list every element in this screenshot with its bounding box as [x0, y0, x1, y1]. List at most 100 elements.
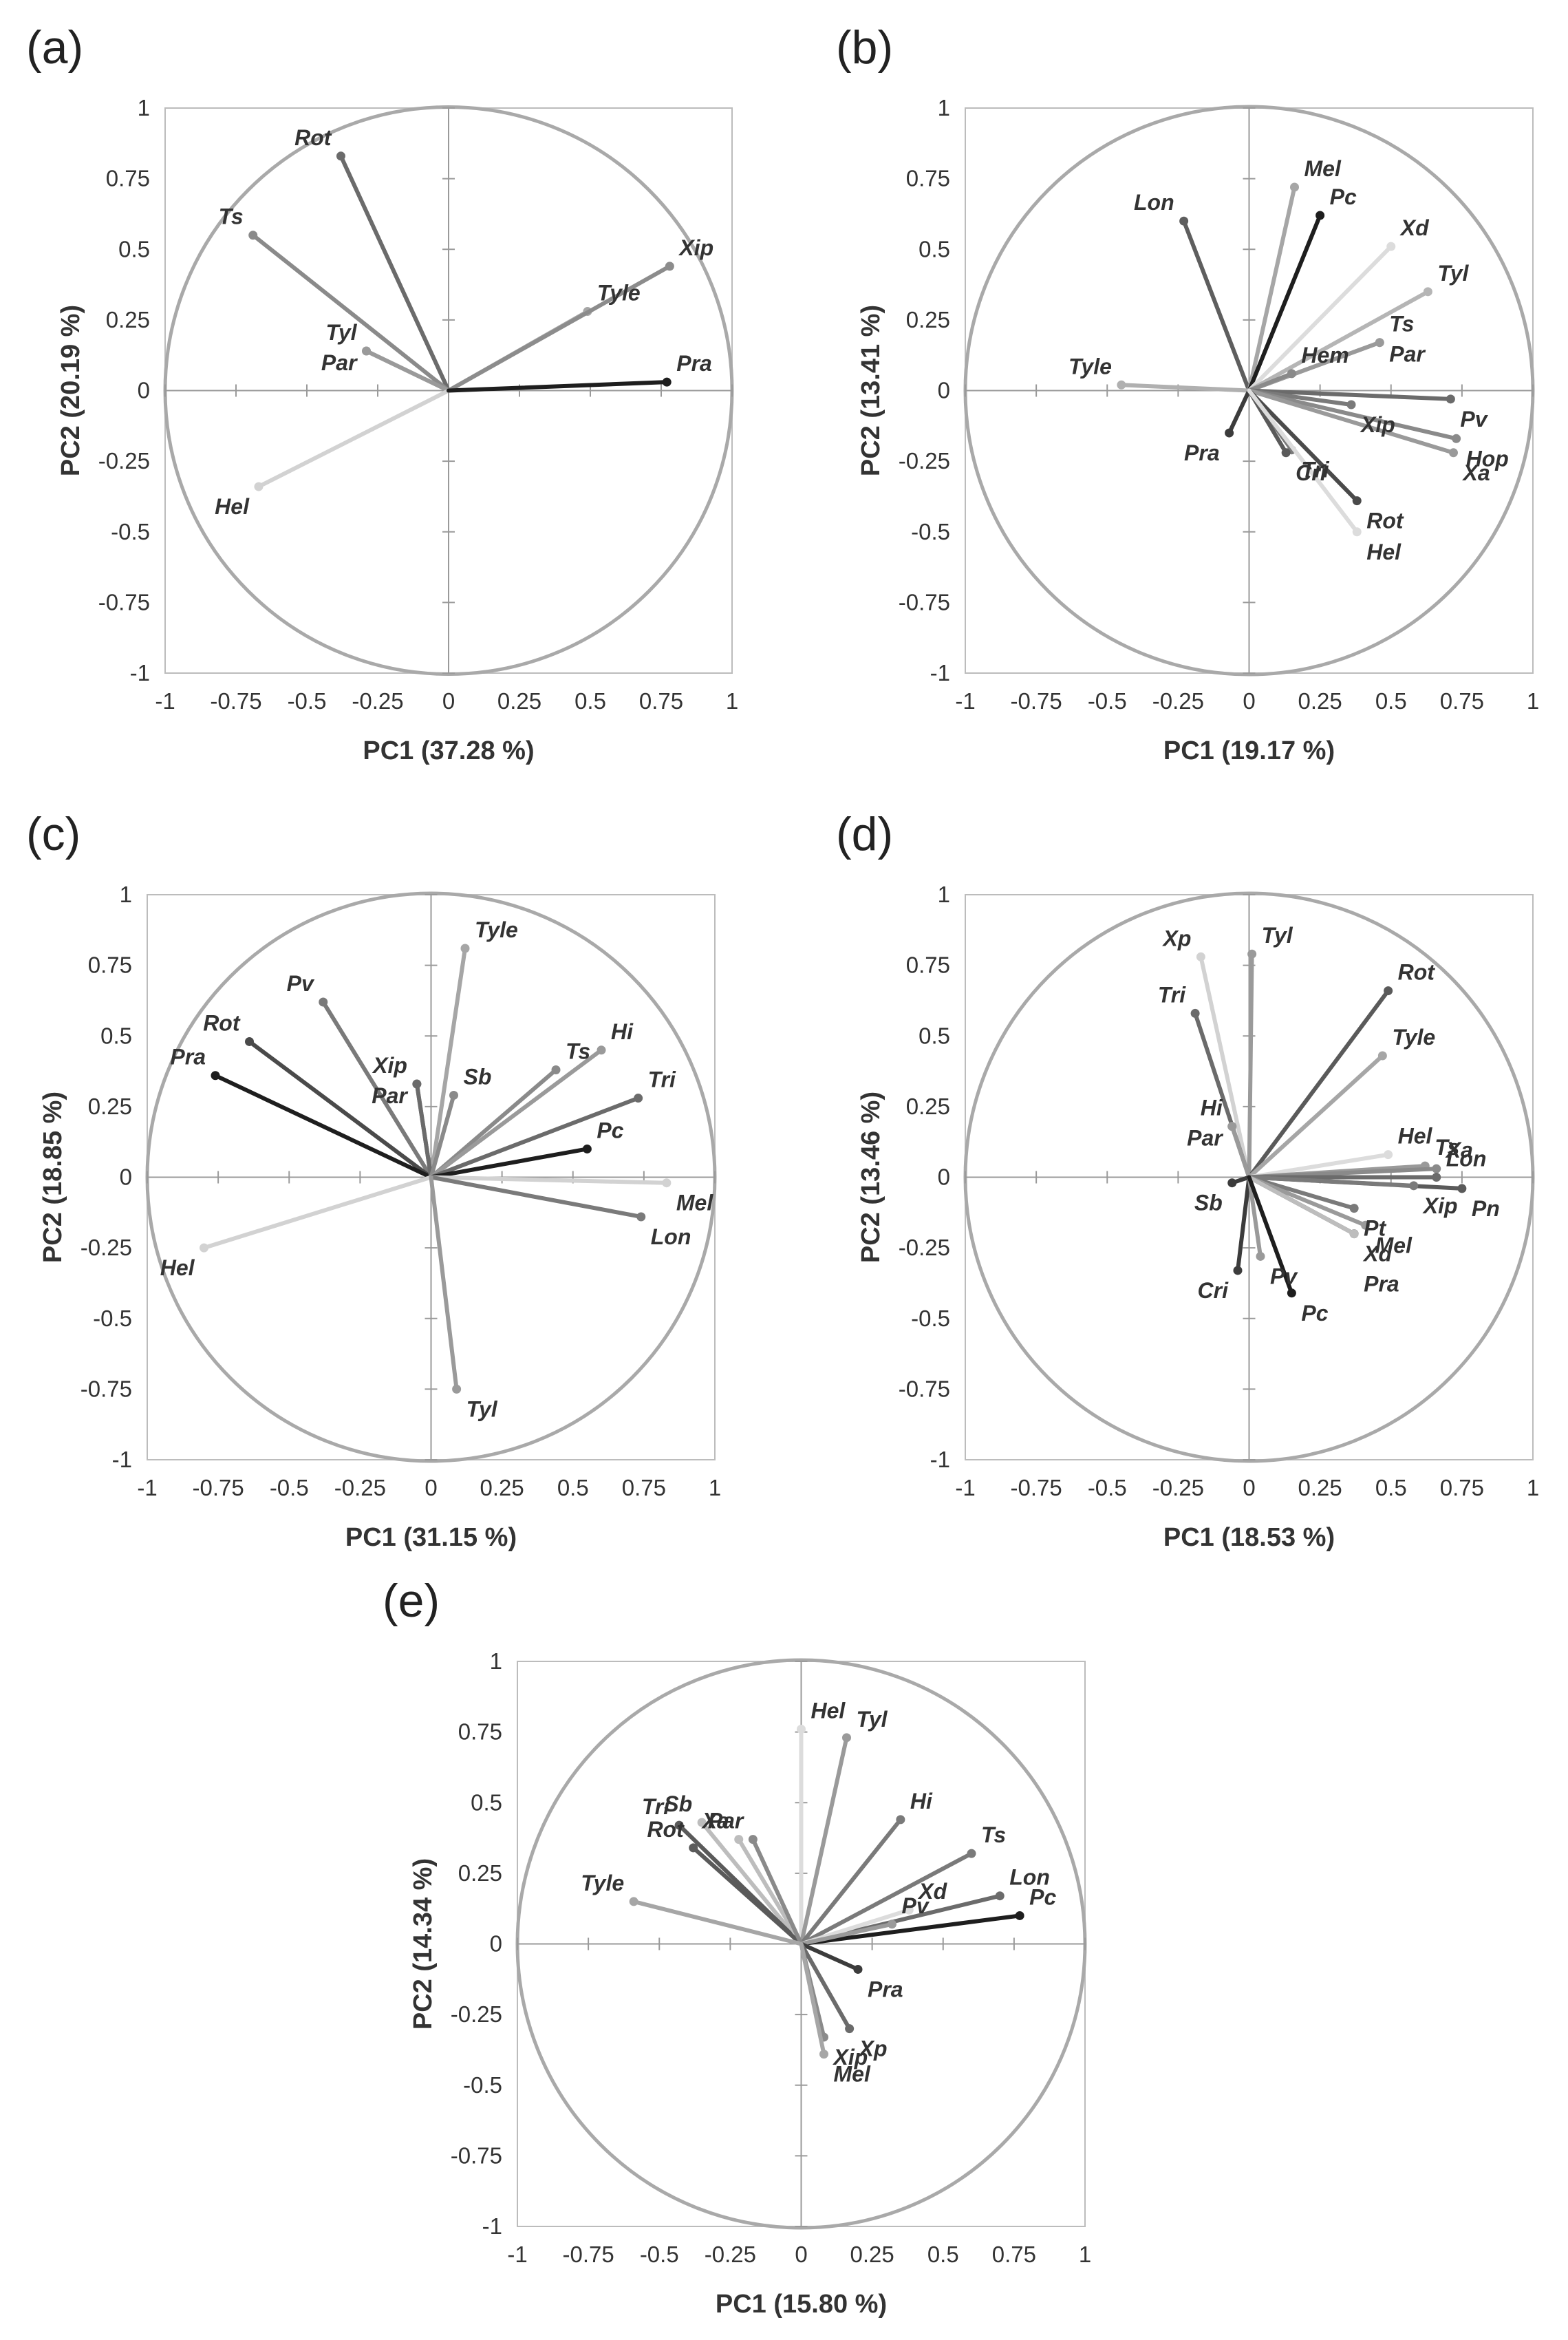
loading-point-hel — [797, 1725, 806, 1734]
loading-point-mel — [1290, 182, 1299, 192]
y-tick-label: -0.25 — [451, 2001, 502, 2027]
loading-point-rot — [245, 1036, 254, 1046]
loading-point-tyl — [842, 1733, 851, 1743]
loading-vector-hop — [1247, 388, 1459, 441]
vector-label: Lon — [651, 1224, 691, 1249]
y-tick-label: -0.5 — [111, 519, 150, 544]
loading-point-pv — [888, 1919, 896, 1929]
vector-label: Par — [1389, 342, 1426, 367]
y-tick-label: 0.5 — [919, 236, 950, 262]
loading-point-xd — [1386, 242, 1396, 251]
loading-vector-rot — [1247, 988, 1390, 1180]
x-tick-label: 0.75 — [622, 1475, 666, 1500]
x-axis-title: PC1 (18.53 %) — [1163, 1523, 1335, 1552]
vector-label: Pra — [1184, 440, 1220, 465]
vector-label: Pc — [1330, 184, 1357, 209]
x-axis-title: PC1 (37.28 %) — [363, 736, 534, 765]
loading-point-hop — [1452, 434, 1461, 443]
vector-label: Tri — [1158, 982, 1186, 1007]
loading-point-ts — [967, 1849, 976, 1858]
y-tick-label: -0.75 — [899, 1376, 950, 1401]
loading-point-pra — [1225, 428, 1234, 438]
vector-label: Ts — [981, 1822, 1006, 1847]
loading-point-sb — [1227, 1178, 1237, 1188]
vector-label: Hel — [1366, 540, 1401, 564]
loading-vector-pra — [1247, 1175, 1357, 1236]
vector-label: Xip — [1422, 1193, 1458, 1218]
loading-vector-tyl — [1247, 289, 1430, 393]
loading-point-tri — [634, 1094, 643, 1103]
loading-vector-pra — [799, 1942, 860, 1972]
x-tick-label: 0 — [795, 2242, 807, 2267]
vector-label: Ts — [1435, 1135, 1459, 1160]
x-tick-label: -0.25 — [1152, 688, 1204, 714]
y-tick-label: -0.5 — [463, 2072, 502, 2098]
panel-3: (d) -1 -0.75 -0.5 -0.25 0 0.25 0.5 0.75 1 1 0.75 0.5… — [836, 808, 1539, 1552]
x-tick-label: -0.75 — [1011, 688, 1062, 714]
y-tick-label: -0.5 — [93, 1306, 132, 1331]
y-tick-label: -0.25 — [80, 1235, 132, 1260]
y-axis-title: PC2 (14.34 %) — [409, 1858, 438, 2030]
y-tick-label: 0 — [490, 1931, 502, 1957]
loading-vector-par — [751, 1837, 804, 1946]
y-tick-label: -1 — [482, 2213, 502, 2239]
vector-label: Ts — [219, 204, 244, 229]
loading-point-pra — [662, 377, 672, 387]
loading-point-ts — [248, 231, 258, 240]
x-tick-label: 0.25 — [1298, 1475, 1342, 1500]
loading-vector-pc — [429, 1147, 590, 1180]
panel-label: (e) — [383, 1575, 440, 1627]
vector-label: Xip — [372, 1053, 407, 1078]
vector-label: Rot — [1398, 960, 1436, 985]
loading-point-xip — [1346, 400, 1356, 410]
vector-label: Mel — [676, 1191, 713, 1215]
loading-point-rot — [1352, 496, 1362, 506]
x-tick-label: 0.5 — [1375, 688, 1407, 714]
loading-vector-pc — [799, 1913, 1022, 1946]
x-tick-label: -0.5 — [288, 688, 327, 714]
x-tick-label: -1 — [507, 2242, 527, 2267]
loading-vector-rot — [691, 1845, 804, 1946]
vector-label: Par — [372, 1083, 408, 1108]
vector-label: Pra — [1364, 1272, 1399, 1297]
vector-label: Hi — [611, 1019, 634, 1044]
vector-label: Sb — [464, 1064, 492, 1089]
vector-label: Cri — [1198, 1278, 1229, 1303]
panel-label: (c) — [26, 808, 80, 860]
vector-label: Xa — [701, 1809, 729, 1833]
x-tick-label: -0.75 — [210, 688, 261, 714]
vector-label: Tyle — [597, 281, 641, 306]
vector-label: Mel — [1375, 1233, 1413, 1257]
x-tick-label: -1 — [155, 688, 175, 714]
y-tick-label: 0.25 — [88, 1094, 132, 1119]
loading-vector-tyle — [429, 946, 467, 1180]
loading-point-hem — [1287, 369, 1296, 379]
loading-point-pv — [319, 997, 328, 1007]
loading-vector-xp — [1199, 955, 1252, 1180]
loading-point-mel — [819, 2050, 828, 2059]
panel-label: (a) — [26, 21, 83, 74]
loading-vector-par — [364, 349, 451, 393]
vector-label: Pc — [597, 1118, 623, 1142]
x-tick-label: -0.75 — [563, 2242, 614, 2267]
x-axis-title: PC1 (31.15 %) — [345, 1523, 517, 1552]
x-tick-label: -0.25 — [352, 688, 403, 714]
vector-label: Pv — [1460, 407, 1488, 432]
vector-label: Hel — [811, 1699, 846, 1723]
y-tick-label: 0.5 — [118, 236, 150, 262]
y-tick-label: 1 — [120, 882, 132, 907]
vector-label: Xp — [858, 2036, 888, 2061]
vector-label: Xd — [1399, 215, 1430, 240]
loading-point-tyl — [1247, 949, 1257, 959]
vector-label: Hel — [215, 494, 250, 519]
panel-label: (d) — [836, 808, 893, 860]
x-tick-label: -1 — [137, 1475, 157, 1500]
loading-vector-tri — [429, 1096, 641, 1180]
x-tick-label: -0.25 — [334, 1475, 386, 1500]
x-tick-label: 1 — [1527, 1475, 1539, 1500]
loading-point-tri — [1190, 1008, 1200, 1018]
vector-label: Pt — [1364, 1216, 1386, 1241]
y-tick-label: 0.25 — [458, 1860, 502, 1886]
loading-vector-xip — [1247, 1175, 1416, 1188]
y-tick-label: 0.5 — [471, 1789, 502, 1815]
